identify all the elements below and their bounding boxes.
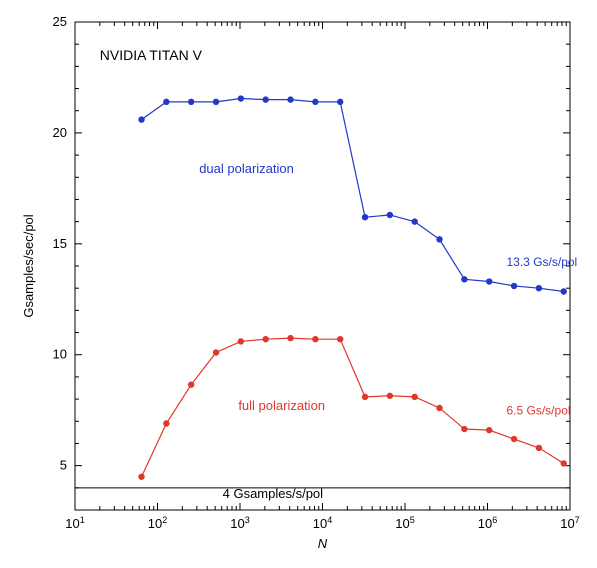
series-marker: [238, 95, 244, 101]
series-marker: [213, 349, 219, 355]
series-marker: [511, 283, 517, 289]
series-label-1: full polarization: [238, 398, 325, 413]
x-axis-label: N: [318, 536, 328, 551]
series-marker: [461, 426, 467, 432]
series-marker: [312, 336, 318, 342]
chart-svg: 101102103104105106107N510152025Gsamples/…: [0, 0, 597, 568]
series-marker: [411, 394, 417, 400]
series-marker: [561, 288, 567, 294]
series-marker: [287, 335, 293, 341]
chart-title: NVIDIA TITAN V: [100, 47, 203, 63]
reference-line-label: 4 Gsamples/s/pol: [223, 486, 324, 501]
series-marker: [262, 336, 268, 342]
series-marker: [188, 381, 194, 387]
y-tick-label: 10: [53, 347, 67, 362]
series-marker: [387, 393, 393, 399]
series-marker: [262, 96, 268, 102]
series-marker: [362, 214, 368, 220]
y-tick-label: 20: [53, 125, 67, 140]
series-marker: [362, 394, 368, 400]
series-marker: [486, 427, 492, 433]
series-annotation-1: 6.5 Gs/s/pol: [507, 404, 571, 418]
chart-container: 101102103104105106107N510152025Gsamples/…: [0, 0, 597, 568]
y-tick-label: 5: [60, 458, 67, 473]
series-marker: [138, 474, 144, 480]
series-marker: [238, 338, 244, 344]
y-tick-label: 15: [53, 236, 67, 251]
series-marker: [387, 212, 393, 218]
series-marker: [461, 276, 467, 282]
series-marker: [561, 460, 567, 466]
series-marker: [536, 445, 542, 451]
series-annotation-0: 13.3 Gs/s/pol: [507, 255, 578, 269]
series-marker: [287, 96, 293, 102]
series-marker: [138, 116, 144, 122]
series-marker: [536, 285, 542, 291]
y-axis-label: Gsamples/sec/pol: [21, 214, 36, 317]
series-marker: [188, 99, 194, 105]
series-marker: [312, 99, 318, 105]
series-marker: [163, 99, 169, 105]
series-label-0: dual polarization: [199, 161, 294, 176]
series-marker: [486, 278, 492, 284]
series-marker: [411, 218, 417, 224]
series-marker: [436, 405, 442, 411]
series-marker: [511, 436, 517, 442]
series-marker: [163, 420, 169, 426]
series-marker: [337, 99, 343, 105]
series-marker: [337, 336, 343, 342]
y-tick-label: 25: [53, 14, 67, 29]
series-marker: [436, 236, 442, 242]
series-marker: [213, 99, 219, 105]
